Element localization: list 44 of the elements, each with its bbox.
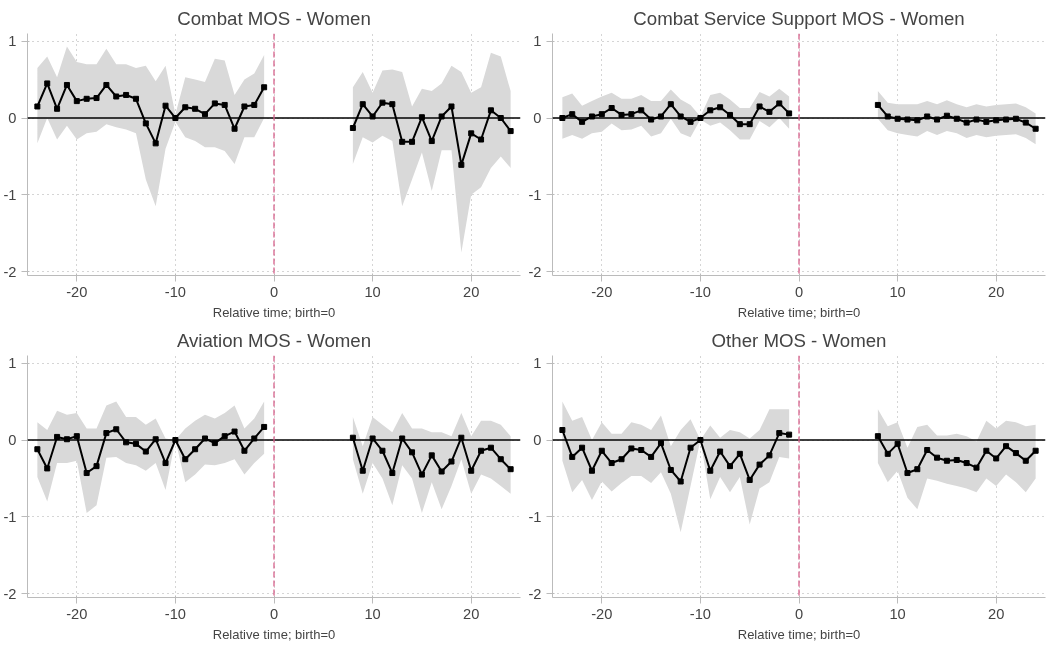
x-axis-title: Relative time; birth=0 — [737, 626, 861, 642]
y-tick-label: -1 — [3, 186, 17, 203]
x-tick-label: -20 — [66, 605, 88, 622]
y-tick-label: 1 — [533, 33, 542, 50]
y-tick-label: -1 — [528, 508, 542, 525]
x-tick-label: -20 — [591, 605, 613, 622]
y-tick-label: 0 — [8, 432, 17, 449]
y-tick-label: 1 — [8, 33, 17, 50]
x-tick-label: 20 — [463, 283, 480, 300]
x-tick-label: -10 — [164, 283, 186, 300]
x-tick-label: -20 — [591, 283, 613, 300]
x-axis-title: Relative time; birth=0 — [737, 304, 861, 320]
y-tick-label: -2 — [3, 585, 17, 602]
y-tick-label: -2 — [3, 263, 17, 280]
y-tick-label: 0 — [533, 432, 542, 449]
x-tick-label: -10 — [164, 605, 186, 622]
x-axis-title: Relative time; birth=0 — [212, 626, 336, 642]
chart-title: Combat MOS - Women — [177, 7, 371, 29]
x-tick-label: 10 — [889, 605, 906, 622]
x-tick-label: 20 — [988, 605, 1005, 622]
y-tick-label: -1 — [3, 508, 17, 525]
x-tick-label: 10 — [364, 283, 381, 300]
x-axis-title: Relative time; birth=0 — [212, 304, 336, 320]
y-tick-label: -2 — [528, 585, 542, 602]
x-tick-label: 10 — [364, 605, 381, 622]
x-tick-label: 0 — [269, 605, 279, 622]
y-tick-label: 1 — [8, 355, 17, 372]
chart-title: Combat Service Support MOS - Women — [633, 7, 965, 29]
x-tick-label: 0 — [794, 283, 804, 300]
y-tick-label: 0 — [533, 110, 542, 127]
x-tick-label: -20 — [66, 283, 88, 300]
x-tick-label: 0 — [794, 605, 804, 622]
chart-title: Other MOS - Women — [711, 329, 887, 351]
y-tick-label: -1 — [528, 186, 542, 203]
x-tick-label: 0 — [269, 283, 279, 300]
chart-title: Aviation MOS - Women — [176, 329, 372, 351]
x-tick-label: 20 — [988, 283, 1005, 300]
x-tick-label: 20 — [463, 605, 480, 622]
x-tick-label: -10 — [689, 283, 711, 300]
x-tick-label: 10 — [889, 283, 906, 300]
y-tick-label: -2 — [528, 263, 542, 280]
y-tick-label: 0 — [8, 110, 17, 127]
x-tick-label: -10 — [689, 605, 711, 622]
y-tick-label: 1 — [533, 355, 542, 372]
